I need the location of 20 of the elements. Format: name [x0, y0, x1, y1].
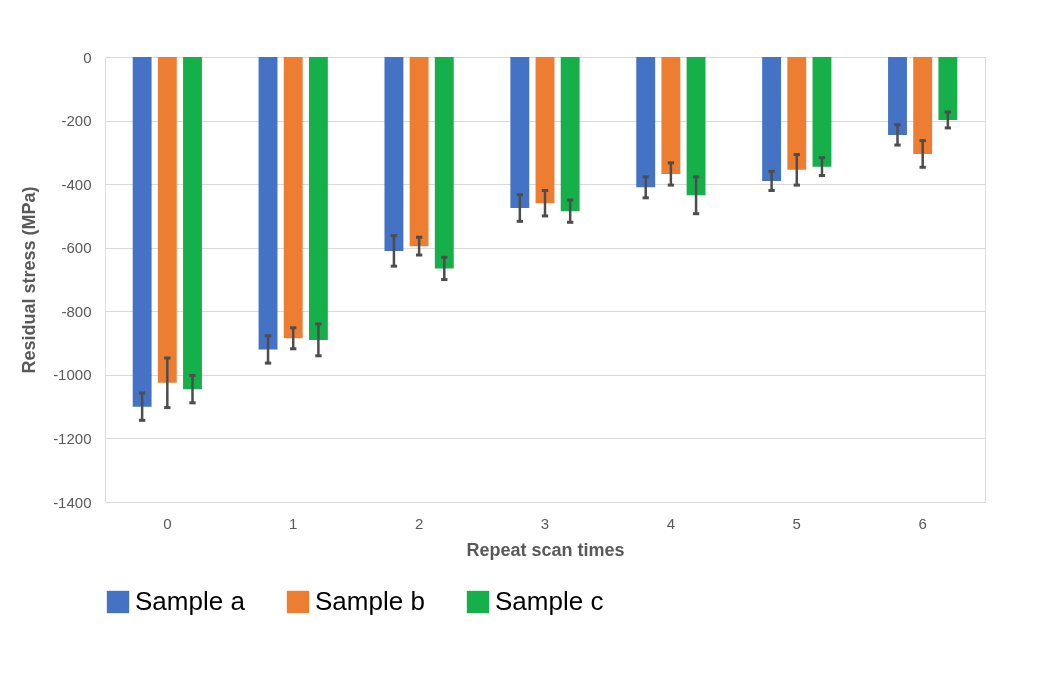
y-tick-label: -1400 [53, 493, 92, 511]
legend-label: Sample c [495, 586, 604, 616]
y-tick-label: -200 [61, 112, 92, 130]
x-tick-label: 0 [163, 514, 172, 532]
legend-label: Sample a [135, 586, 246, 616]
x-tick-label: 3 [540, 514, 550, 532]
x-axis-title: Repeat scan times [466, 539, 625, 560]
y-tick-label: -1200 [53, 429, 92, 447]
y-tick-label: -600 [61, 239, 92, 257]
x-tick-label: 6 [918, 514, 927, 532]
y-tick-label: -800 [61, 302, 92, 320]
x-tick-label: 1 [289, 514, 298, 532]
x-tick-label: 5 [792, 514, 801, 532]
legend-label: Sample b [315, 586, 425, 616]
y-tick-label: 0 [83, 48, 92, 66]
y-tick-label: -1000 [53, 366, 92, 384]
y-axis-title: Residual stress (MPa) [19, 186, 40, 374]
y-tick-label: -400 [61, 175, 92, 193]
x-tick-label: 4 [666, 514, 676, 532]
x-tick-label: 2 [414, 514, 424, 532]
